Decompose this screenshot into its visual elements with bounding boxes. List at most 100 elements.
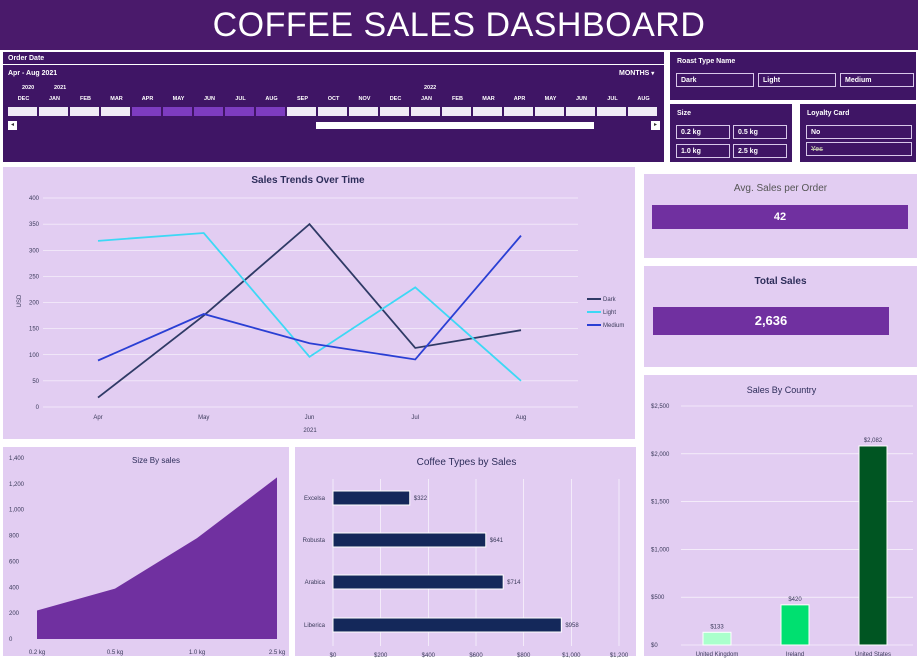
x-tick-label: $0: [330, 653, 337, 658]
x-tick-label: $400: [422, 653, 436, 658]
timeline-month-cell[interactable]: [411, 107, 442, 116]
timeline-scrollbar[interactable]: ◂ ▸: [8, 121, 660, 130]
timeline-month-cell[interactable]: [225, 107, 256, 116]
y-tick-label: 250: [29, 274, 40, 280]
y-tick-label: 50: [32, 379, 39, 385]
timeline-month-label: OCT: [327, 96, 340, 102]
roast-option-dark[interactable]: Dark: [676, 73, 754, 87]
timeline-month-label: JAN: [420, 96, 432, 102]
timeline-month-cell[interactable]: [70, 107, 101, 116]
size-slicer: Size 0.2 kg 0.5 kg 1.0 kg 2.5 kg: [669, 103, 793, 163]
chevron-down-icon: ▾: [651, 71, 655, 77]
timeline-period-dropdown[interactable]: MONTHS ▾: [619, 70, 654, 77]
timeline-month-label: SEP: [296, 96, 308, 102]
series-line-medium: [97, 235, 522, 362]
timeline-month-cell[interactable]: [132, 107, 163, 116]
x-tick-label: $200: [374, 653, 388, 658]
scroll-left-button[interactable]: ◂: [8, 121, 17, 130]
timeline-month-cell[interactable]: [380, 107, 411, 116]
scroll-right-button[interactable]: ▸: [651, 121, 660, 130]
x-tick-label: 0.2 kg: [29, 650, 45, 656]
legend-label: Dark: [603, 297, 617, 303]
timeline-month-cell[interactable]: [628, 107, 659, 116]
timeline-month-label: DEC: [389, 96, 402, 102]
bar: [332, 617, 562, 633]
timeline-month-label: FEB: [452, 96, 463, 102]
timeline-header: Order Date: [8, 55, 45, 62]
sales-by-country-chart: $0 $500 $1,000 $1,500 $2,000 $2,500 $133 United…: [651, 404, 913, 658]
data-label: $641: [490, 538, 504, 544]
sales-trends-chart: 0 50 100 150 200 250 300 350 400 Apr May Jun Jul Aug 2…: [17, 196, 624, 434]
x-tick-label: May: [198, 415, 209, 421]
y-tick-label: $1,500: [651, 500, 670, 506]
timeline-month-cell[interactable]: [256, 107, 287, 116]
total-sales-title: Total Sales: [754, 276, 807, 287]
y-tick-label: 150: [29, 327, 40, 333]
size-option-0-2kg[interactable]: 0.2 kg: [676, 125, 730, 139]
timeline-period-label: MONTHS: [619, 70, 650, 77]
sales-trends-panel: Sales Trends Over Time 0 50 100 150 200 250 30…: [2, 166, 636, 440]
y-tick-label: $500: [651, 595, 665, 601]
timeline-month-cell[interactable]: [287, 107, 318, 116]
y-tick-label: 0: [9, 637, 13, 643]
timeline-month-label: JUN: [575, 96, 587, 102]
x-tick-label: $800: [517, 653, 531, 658]
timeline-month-cell[interactable]: [194, 107, 225, 116]
x-tick-label: $1,000: [562, 653, 581, 658]
timeline-month-label: FEB: [80, 96, 91, 102]
timeline-month-cell[interactable]: [318, 107, 349, 116]
timeline-bar[interactable]: [8, 107, 660, 117]
timeline-month-cell[interactable]: [566, 107, 597, 116]
size-option-2-5kg[interactable]: 2.5 kg: [733, 144, 787, 158]
y-tick-label: 1,400: [9, 456, 25, 462]
avg-sales-title: Avg. Sales per Order: [733, 183, 828, 194]
roast-slicer-title: Roast Type Name: [677, 58, 736, 65]
timeline-month-cell[interactable]: [101, 107, 132, 116]
timeline-month-cell[interactable]: [535, 107, 566, 116]
size-option-1-0kg[interactable]: 1.0 kg: [676, 144, 730, 158]
loyalty-option-yes[interactable]: Yes: [806, 142, 912, 156]
size-by-sales-panel: Size By sales 0 200 400 600 800 1,000 1,200 1,4…: [2, 446, 290, 657]
y-tick-label: 0: [36, 405, 40, 411]
timeline-month-label: AUG: [637, 96, 650, 102]
roast-option-medium[interactable]: Medium: [840, 73, 914, 87]
scroll-thumb[interactable]: [316, 122, 594, 129]
bar: [780, 604, 810, 646]
timeline-year: 2021: [54, 85, 67, 91]
timeline-month-cell[interactable]: [504, 107, 535, 116]
loyalty-card-slicer: Loyalty Card No Yes: [799, 103, 917, 163]
order-date-timeline[interactable]: Order Date Apr - Aug 2021 MONTHS ▾ 2020 …: [2, 51, 665, 163]
timeline-month-cell[interactable]: [597, 107, 628, 116]
timeline-month-cell[interactable]: [163, 107, 194, 116]
legend-label: Medium: [603, 323, 624, 329]
size-option-0-5kg[interactable]: 0.5 kg: [733, 125, 787, 139]
timeline-month-cell[interactable]: [473, 107, 504, 116]
y-tick-label: 800: [9, 534, 20, 540]
data-label: $2,082: [864, 438, 883, 444]
x-tick-label: Jun: [305, 415, 315, 421]
timeline-month-label: APR: [513, 96, 526, 102]
y-tick-label: 600: [9, 559, 20, 565]
y-tick-label: $2,500: [651, 404, 670, 410]
sales-by-country-title: Sales By Country: [746, 385, 817, 395]
timeline-year: 2022: [424, 85, 437, 91]
size-slicer-title: Size: [677, 110, 692, 117]
coffee-types-panel: Coffee Types by Sales $0 $200 $400 $600 $800…: [294, 446, 637, 658]
timeline-months: DEC JAN FEB MAR APR MAY JUN JUL AUG SEP OCT NOV DEC J…: [8, 96, 658, 106]
roast-option-light[interactable]: Light: [758, 73, 836, 87]
loyalty-option-no[interactable]: No: [806, 125, 912, 139]
timeline-month-cell[interactable]: [349, 107, 380, 116]
series-line-light: [97, 232, 522, 382]
x-tick-label: 2.5 kg: [269, 650, 285, 656]
timeline-month-cell[interactable]: [442, 107, 473, 116]
timeline-month-label: JAN: [48, 96, 60, 102]
timeline-month-cell[interactable]: [39, 107, 70, 116]
y-tick-label: 400: [29, 196, 40, 202]
y-tick-label: Excelsa: [304, 496, 326, 502]
x-tick-label: $600: [469, 653, 483, 658]
avg-sales-card: Avg. Sales per Order 42: [643, 173, 918, 259]
timeline-year: 2020: [22, 85, 35, 91]
y-tick-label: 400: [9, 585, 20, 591]
timeline-month-cell[interactable]: [8, 107, 39, 116]
loyalty-slicer-title: Loyalty Card: [807, 110, 850, 117]
